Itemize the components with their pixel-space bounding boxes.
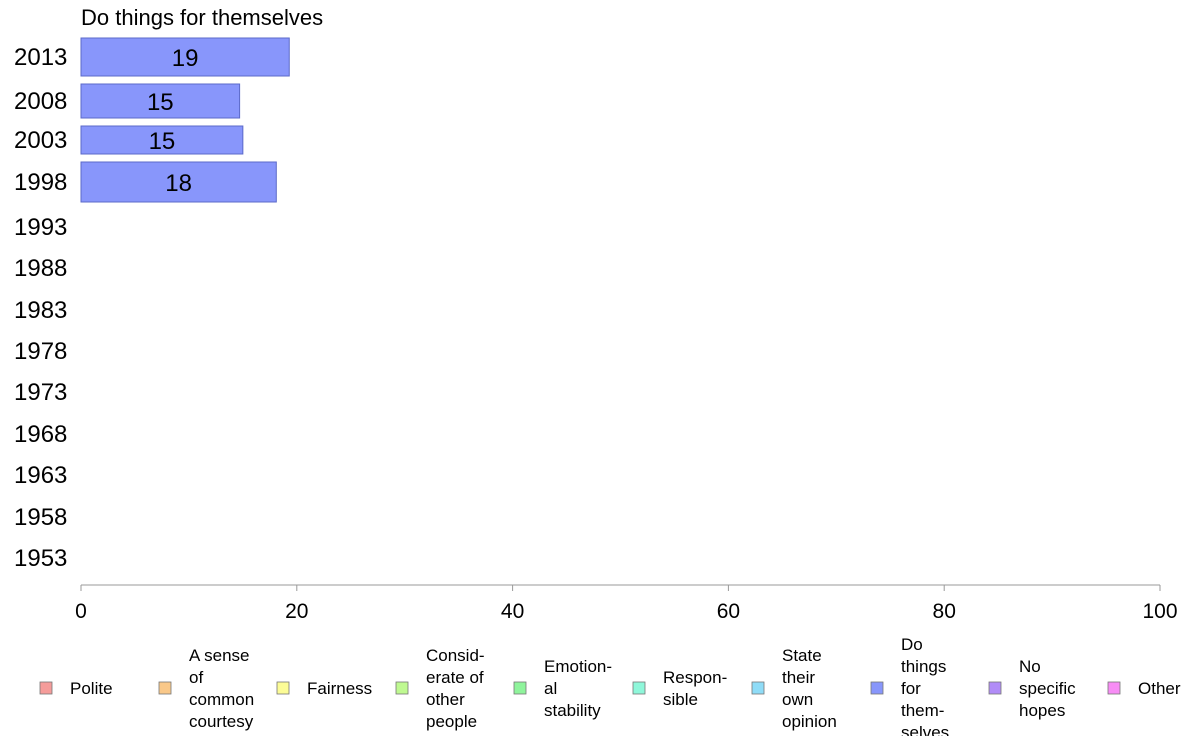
- bar: [80, 125, 244, 155]
- bar: [80, 83, 241, 119]
- legend-label: Consid-erate of other people: [426, 646, 485, 731]
- legend-swatch: [870, 681, 884, 695]
- y-tick-label: 1988: [14, 255, 67, 282]
- legend-label: Respon-sible: [663, 668, 727, 709]
- legend-swatch: [751, 681, 765, 695]
- legend-swatch: [632, 681, 646, 695]
- legend-label: A sense of common courtesy: [189, 646, 254, 731]
- legend: Polite A sense of common courtesy Fairness Con…: [39, 635, 1181, 736]
- y-tick-label: 1958: [14, 504, 67, 531]
- x-tick-label: 40: [501, 600, 524, 623]
- y-tick-label: 1953: [14, 545, 67, 572]
- y-tick-label: 2008: [14, 88, 67, 115]
- x-tick-label: 100: [1142, 600, 1177, 623]
- legend-label: Emotion-al stability: [544, 657, 612, 720]
- legend-label: Polite: [70, 679, 113, 698]
- bar: [80, 37, 290, 77]
- y-axis-labels: 2013 2008 2003 1998 1993 1988 1983 1978 1973 1968…: [14, 44, 67, 572]
- bar-value-label: 19: [172, 45, 199, 72]
- legend-swatch: [513, 681, 527, 695]
- y-tick-label: 1993: [14, 214, 67, 241]
- legend-swatch: [158, 681, 172, 695]
- bar: [80, 161, 277, 203]
- y-tick-label: 1963: [14, 462, 67, 489]
- x-axis: 0 20 40 60 80 100: [75, 584, 1178, 623]
- y-tick-label: 1968: [14, 421, 67, 448]
- x-tick-label: 60: [717, 600, 740, 623]
- bars: 19 15 15 18: [80, 37, 290, 203]
- y-tick-label: 2013: [14, 44, 67, 71]
- legend-swatch: [1107, 681, 1121, 695]
- x-tick-label: 0: [75, 600, 87, 623]
- legend-swatch: [276, 681, 290, 695]
- legend-swatch: [39, 681, 53, 695]
- x-tick-label: 20: [285, 600, 308, 623]
- legend-swatch: [988, 681, 1002, 695]
- legend-label: Other: [1138, 679, 1181, 698]
- bar-value-label: 15: [147, 89, 174, 116]
- y-tick-label: 1978: [14, 338, 67, 365]
- x-tick-label: 80: [933, 600, 956, 623]
- legend-swatch: [395, 681, 409, 695]
- y-tick-label: 1973: [14, 379, 67, 406]
- y-tick-label: 1998: [14, 169, 67, 196]
- y-tick-label: 1983: [14, 297, 67, 324]
- chart-title: Do things for themselves: [81, 5, 323, 30]
- bar-value-label: 15: [149, 128, 176, 155]
- legend-label: No specific hopes: [1019, 657, 1076, 720]
- legend-label: Do things for them-selves: [901, 635, 949, 736]
- legend-label: State their own opinion: [782, 646, 837, 731]
- y-tick-label: 2003: [14, 127, 67, 154]
- bar-value-label: 18: [165, 170, 192, 197]
- legend-label: Fairness: [307, 679, 372, 698]
